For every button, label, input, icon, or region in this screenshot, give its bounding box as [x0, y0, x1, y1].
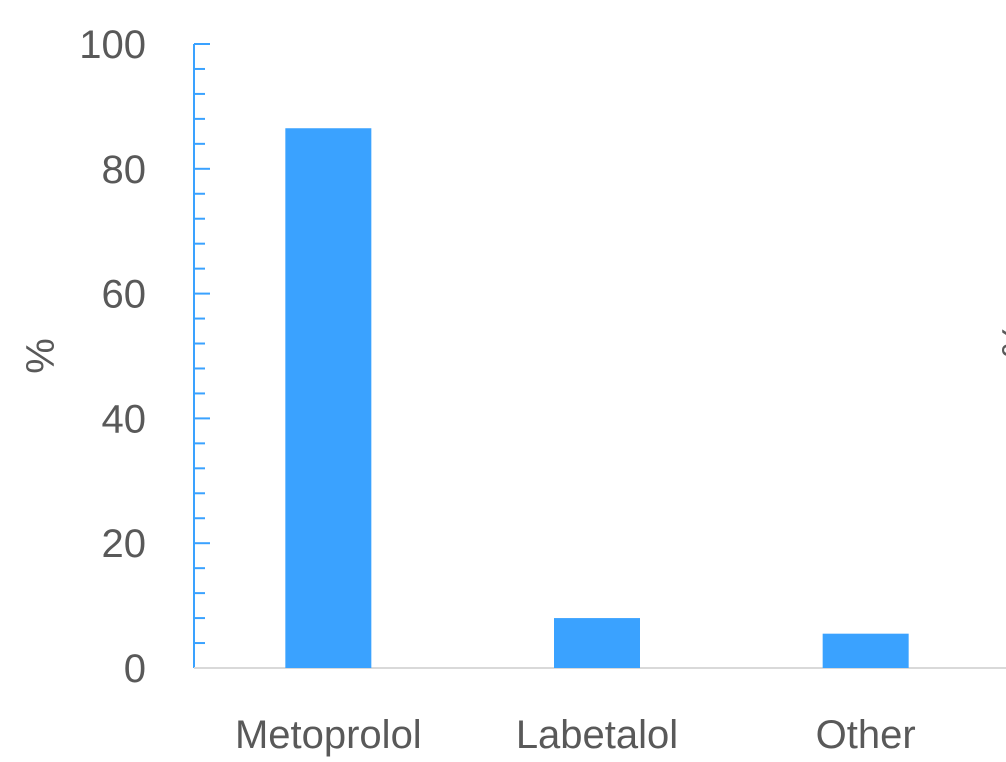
y-tick-label: 20 [102, 522, 147, 566]
y-axis-title: % [19, 338, 63, 374]
category-label: Labetalol [516, 713, 678, 757]
y-tick-label: 40 [102, 397, 147, 441]
bar-labetalol [554, 618, 640, 668]
bars [285, 128, 909, 669]
y-tick-label: 60 [102, 273, 147, 317]
bar-other [822, 633, 909, 668]
y-axis: 0 20 40 60 80 100 [79, 23, 210, 691]
category-labels: Metoprolol Labetalol Other [235, 713, 916, 757]
y-tick-label: 0 [124, 647, 146, 691]
y-tick-label: 100 [79, 23, 146, 67]
category-label: Metoprolol [235, 713, 422, 757]
bar-metoprolol [285, 128, 372, 669]
category-label: Other [816, 713, 916, 757]
y-ticks [194, 43, 210, 669]
y-tick-labels: 0 20 40 60 80 100 [79, 23, 146, 691]
secondary-y-axis-title: % [995, 322, 1006, 358]
y-tick-label: 80 [102, 148, 147, 192]
